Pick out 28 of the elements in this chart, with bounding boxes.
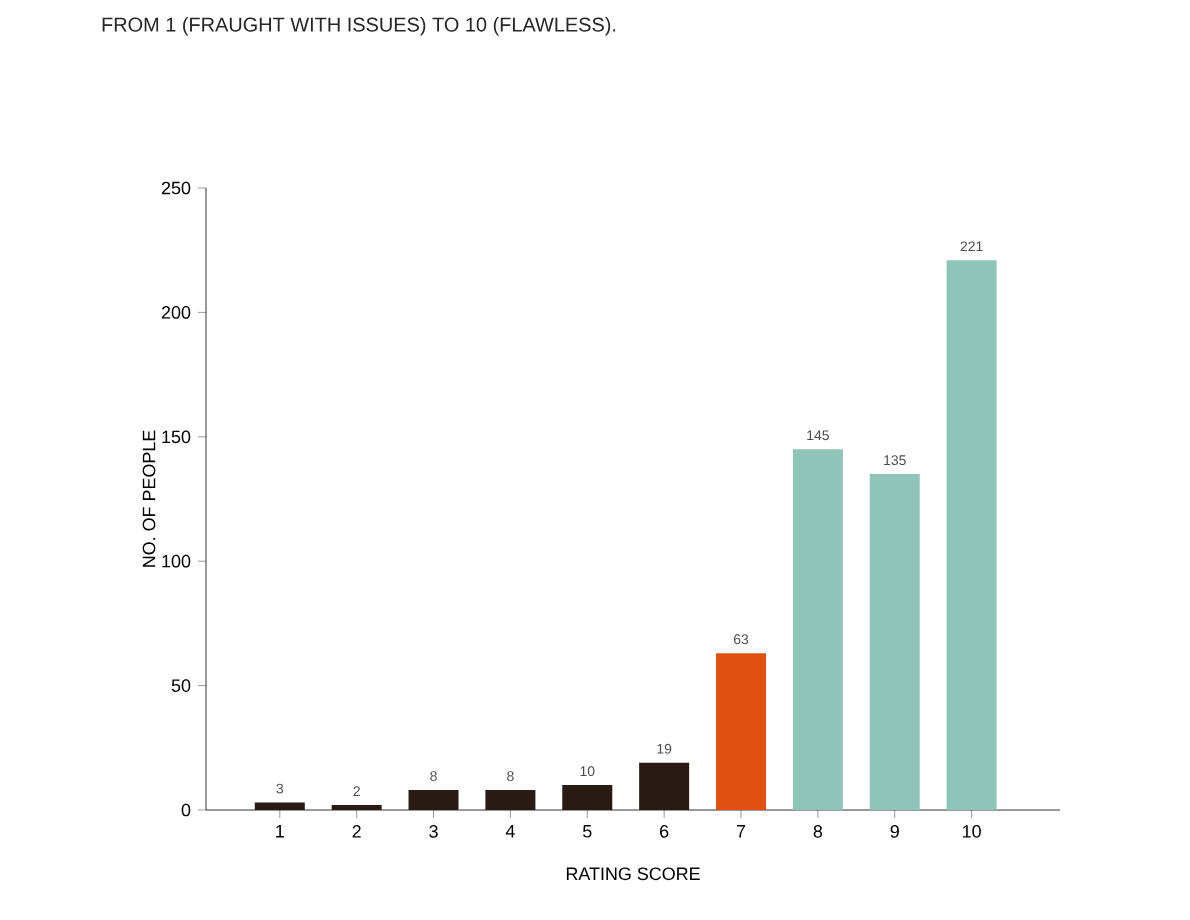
y-tick-label: 200	[161, 306, 191, 319]
bar	[716, 653, 767, 810]
chart-title: FROM 1 (FRAUGHT WITH ISSUES) TO 10 (FLAWLESS).	[102, 17, 616, 36]
y-tick-label: 50	[171, 679, 191, 692]
bar	[254, 802, 305, 810]
y-axis-title: NO. OF PEOPLE	[142, 430, 156, 567]
bar	[485, 790, 536, 810]
bar	[639, 762, 690, 810]
x-tick-label: 7	[736, 825, 746, 838]
bar	[869, 474, 920, 810]
x-tick-label: 2	[352, 825, 361, 838]
x-tick-label: 3	[429, 825, 438, 838]
x-tick-label: 9	[890, 825, 899, 838]
y-tick-label: 0	[181, 803, 191, 817]
bar	[562, 785, 613, 810]
x-tick-label: 6	[660, 825, 669, 838]
bar	[792, 449, 843, 810]
x-axis-title: RATING SCORE	[566, 867, 700, 881]
bar	[408, 790, 459, 810]
x-tick-label: 4	[505, 825, 515, 838]
x-tick-label: 8	[813, 825, 823, 838]
y-tick-label: 100	[162, 554, 191, 568]
y-tick-label: 250	[161, 181, 191, 195]
bar	[946, 260, 997, 810]
x-tick-label: 5	[583, 825, 592, 838]
y-tick-label: 150	[162, 430, 191, 444]
x-tick-label: 1	[276, 825, 284, 838]
x-tick-label: 10	[963, 825, 981, 838]
